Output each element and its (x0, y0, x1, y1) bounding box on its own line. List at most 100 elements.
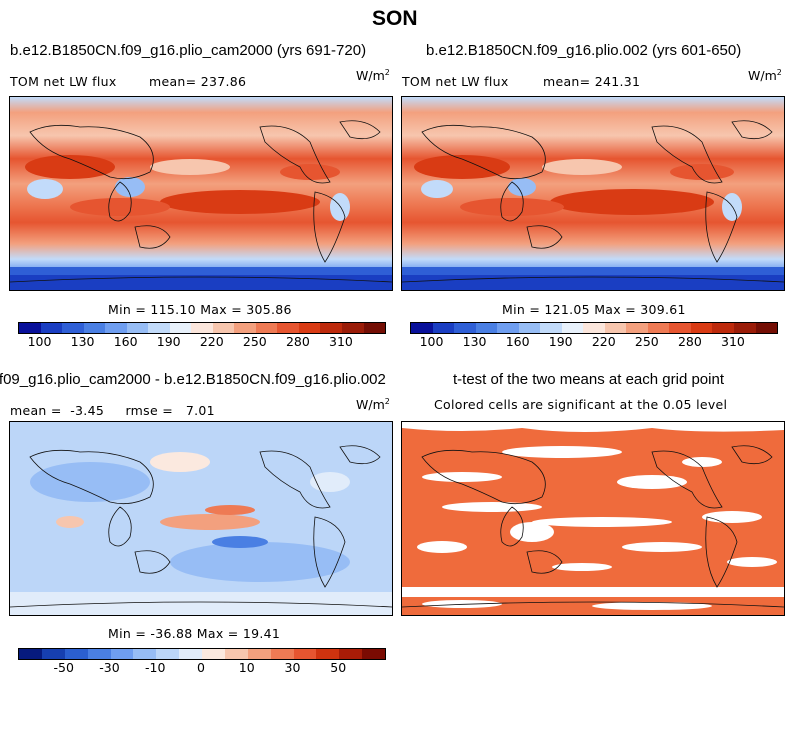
colorbar-swatch (169, 323, 192, 333)
colorbar-swatch (234, 323, 256, 333)
colorbar-swatch (320, 323, 342, 333)
colorbar-swatch (40, 323, 63, 333)
colorbar-swatch (148, 323, 170, 333)
colorbar-swatch (604, 323, 627, 333)
colorbar-swatch (712, 323, 734, 333)
colorbar-swatch (432, 323, 455, 333)
map-bottom-left (9, 421, 393, 616)
colorbar-swatch (41, 649, 65, 659)
colorbar-swatch (202, 649, 225, 659)
colorbar-swatch (339, 649, 363, 659)
colorbar-swatch (540, 323, 562, 333)
colorbar-tick-label: 100 (27, 334, 52, 349)
panel-title-bottom-left-clip: b.e12.B1850CN.f09_g16.plio_cam2000 - b.e… (0, 371, 458, 391)
colorbar-swatch (19, 649, 42, 659)
colorbar-tick-label: 190 (548, 334, 573, 349)
colorbar-swatch (247, 649, 271, 659)
colorbar-ticks-top-left: 100 130 160 190 220 250 280 310 (18, 334, 384, 349)
field-map-top-left (10, 97, 392, 290)
colorbar-tick-label: 190 (156, 334, 181, 349)
units-label-top-right: W/m2 (748, 68, 782, 84)
colorbar-bottom-left (18, 648, 386, 660)
colorbar-swatch (316, 649, 340, 659)
units-label-top-left: W/m2 (356, 68, 390, 84)
colorbar-tick-label: 30 (284, 660, 301, 675)
colorbar-swatch (475, 323, 498, 333)
colorbar-swatch (363, 323, 386, 333)
minmax-bottom-left: Min = -36.88 Max = 19.41 (108, 626, 281, 641)
colorbar-swatch (255, 323, 278, 333)
mean-label-top-right: mean= 241.31 (543, 74, 641, 89)
variable-label-top-left: TOM net LW flux (10, 74, 117, 89)
colorbar-swatch (179, 649, 202, 659)
map-top-left (9, 96, 393, 291)
colorbar-tick-label: -30 (99, 660, 120, 675)
significance-subtitle: Colored cells are significant at the 0.0… (434, 397, 728, 412)
map-top-right (401, 96, 785, 291)
colorbar-swatch (133, 649, 157, 659)
colorbar-swatch (293, 649, 317, 659)
colorbar-swatch (669, 323, 691, 333)
colorbar-swatch (191, 323, 213, 333)
colorbar-tick-label: 250 (634, 334, 659, 349)
colorbar-tick-label: 160 (113, 334, 138, 349)
colorbar-tick-label: 220 (591, 334, 616, 349)
colorbar-swatch (690, 323, 713, 333)
colorbar-tick-label: -10 (145, 660, 166, 675)
colorbar-tick-label: 310 (721, 334, 745, 349)
colorbar-swatch (362, 649, 385, 659)
colorbar-swatch (647, 323, 670, 333)
colorbar-tick-label: 280 (677, 334, 702, 349)
colorbar-swatch (626, 323, 648, 333)
colorbar-swatch (277, 323, 299, 333)
units-label-bottom-left: W/m2 (356, 397, 390, 413)
colorbar-swatch (87, 649, 111, 659)
panel-title-top-right: b.e12.B1850CN.f09_g16.plio.002 (yrs 601-… (426, 42, 742, 59)
colorbar-ticks-top-right: 100 130 160 190 220 250 280 310 (410, 334, 776, 349)
colorbar-tick-label: 100 (419, 334, 444, 349)
mean-label-top-left: mean= 237.86 (149, 74, 247, 89)
colorbar-swatch (561, 323, 584, 333)
panel-title-top-left: b.e12.B1850CN.f09_g16.plio_cam2000 (yrs … (10, 42, 367, 59)
colorbar-swatch (454, 323, 476, 333)
colorbar-tick-label: 0 (197, 660, 205, 675)
colorbar-ticks-bottom-left: -50 -30 -10 0 10 30 50 (18, 660, 384, 675)
colorbar-swatch (341, 323, 364, 333)
colorbar-swatch (105, 323, 127, 333)
significance-map (402, 422, 784, 615)
colorbar-swatch (497, 323, 519, 333)
colorbar-tick-label: -50 (53, 660, 74, 675)
season-title: SON (372, 7, 418, 30)
colorbar-swatch (212, 323, 235, 333)
colorbar-tick-label: 50 (330, 660, 347, 675)
colorbar-tick-label: 310 (329, 334, 353, 349)
colorbar-swatch (19, 323, 41, 333)
difference-map (10, 422, 392, 615)
colorbar-tick-label: 250 (242, 334, 267, 349)
colorbar-tick-label: 130 (70, 334, 95, 349)
colorbar-swatch (126, 323, 149, 333)
colorbar-swatch (110, 649, 134, 659)
colorbar-swatch (411, 323, 433, 333)
colorbar-top-right (410, 322, 778, 334)
colorbar-tick-label: 280 (285, 334, 310, 349)
stats-label-bottom-left: mean = -3.45 rmse = 7.01 (10, 403, 215, 418)
variable-label-top-right: TOM net LW flux (402, 74, 509, 89)
map-bottom-right (401, 421, 785, 616)
colorbar-swatch (518, 323, 541, 333)
colorbar-top-left (18, 322, 386, 334)
colorbar-tick-label: 160 (505, 334, 530, 349)
colorbar-swatch (156, 649, 180, 659)
panel-title-bottom-right: t-test of the two means at each grid poi… (453, 371, 724, 388)
panel-title-bottom-left: b.e12.B1850CN.f09_g16.plio_cam2000 - b.e… (0, 371, 386, 388)
colorbar-swatch (733, 323, 756, 333)
minmax-top-left: Min = 115.10 Max = 305.86 (108, 302, 292, 317)
colorbar-swatch (298, 323, 321, 333)
colorbar-swatch (755, 323, 778, 333)
colorbar-swatch (270, 649, 294, 659)
colorbar-tick-label: 220 (199, 334, 224, 349)
colorbar-swatch (64, 649, 88, 659)
colorbar-swatch (224, 649, 248, 659)
field-map-top-right (402, 97, 784, 290)
colorbar-swatch (62, 323, 84, 333)
